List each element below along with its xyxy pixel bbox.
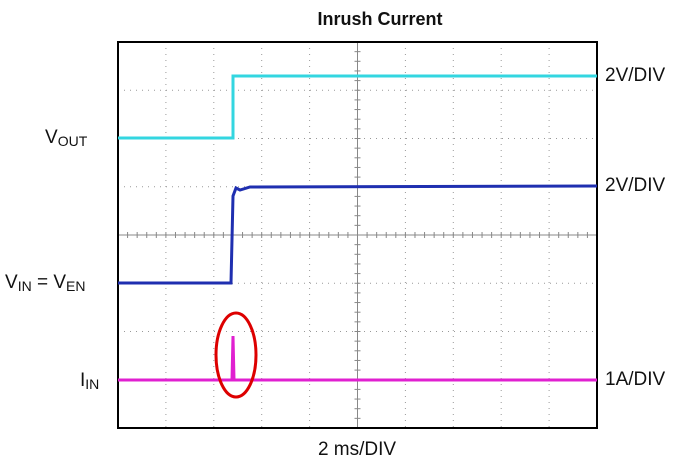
scale-label: 2V/DIV: [605, 175, 666, 196]
time-scale: 2 ms/DIV: [318, 439, 396, 460]
iin-trace: [118, 335, 597, 382]
vin-trace: [118, 184, 598, 285]
highlight-ellipse: [214, 311, 258, 399]
iin-label: IIN: [80, 370, 99, 392]
title: Inrush Current: [317, 9, 442, 29]
vout-label: VOUT: [45, 127, 88, 149]
graticule: [117, 41, 598, 429]
plot-frame: [117, 41, 598, 429]
vout-trace: [118, 74, 597, 140]
scale-label: 1A/DIV: [605, 369, 666, 390]
scale-label: 2V/DIV: [605, 65, 666, 86]
vin-label: VIN = VEN: [5, 272, 85, 294]
